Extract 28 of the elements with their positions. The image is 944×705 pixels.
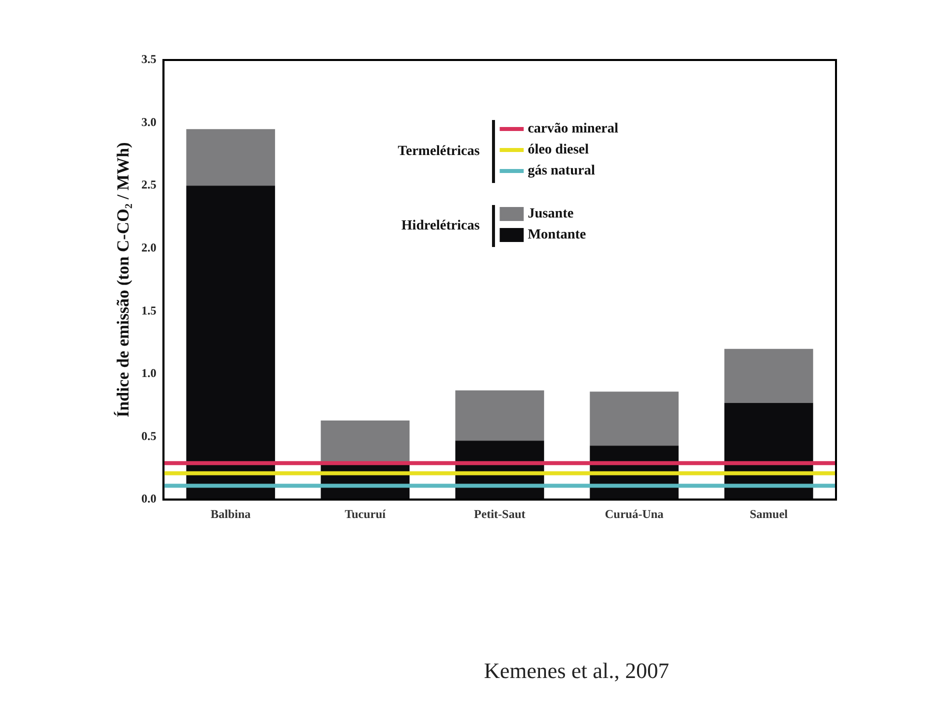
bar [186, 129, 276, 186]
x-tick-label: Tucuruí [344, 506, 386, 521]
y-tick-label: 0.5 [141, 428, 156, 443]
legend-label: Jusante [528, 206, 574, 222]
x-tick-label: Petit-Saut [474, 506, 526, 521]
y-tick-label: 0.0 [141, 492, 156, 506]
bar [320, 420, 410, 462]
x-tick-label: Balbina [210, 506, 251, 521]
y-tick-label: 2.5 [141, 178, 156, 192]
legend-label: Montante [528, 228, 586, 243]
bar [724, 348, 814, 403]
bar [590, 392, 679, 446]
text: Kemenes et al., 2007 [484, 658, 670, 683]
bar [455, 390, 544, 441]
x-tick-label: Curuá-Una [604, 506, 664, 521]
legend-label: óleo diesel [528, 142, 589, 158]
y-tick-label: 1.5 [141, 303, 156, 318]
x-tick-label: Samuel [750, 506, 788, 521]
y-tick-label: 3.5 [141, 52, 156, 66]
y-axis-title: Índice de emissão (ton C-CO₂ / MWh) [114, 142, 133, 418]
bar [186, 186, 276, 500]
y-tick-label: 3.0 [141, 114, 156, 129]
y-tick-label: 2.0 [141, 240, 156, 254]
y-tick-label: 1.0 [141, 366, 156, 380]
annotation: Termelétricas [398, 144, 480, 160]
legend-label: carvão mineral [528, 122, 618, 137]
annotation: Hidrelétricas [401, 218, 480, 234]
legend-label: gás natural [528, 164, 596, 179]
